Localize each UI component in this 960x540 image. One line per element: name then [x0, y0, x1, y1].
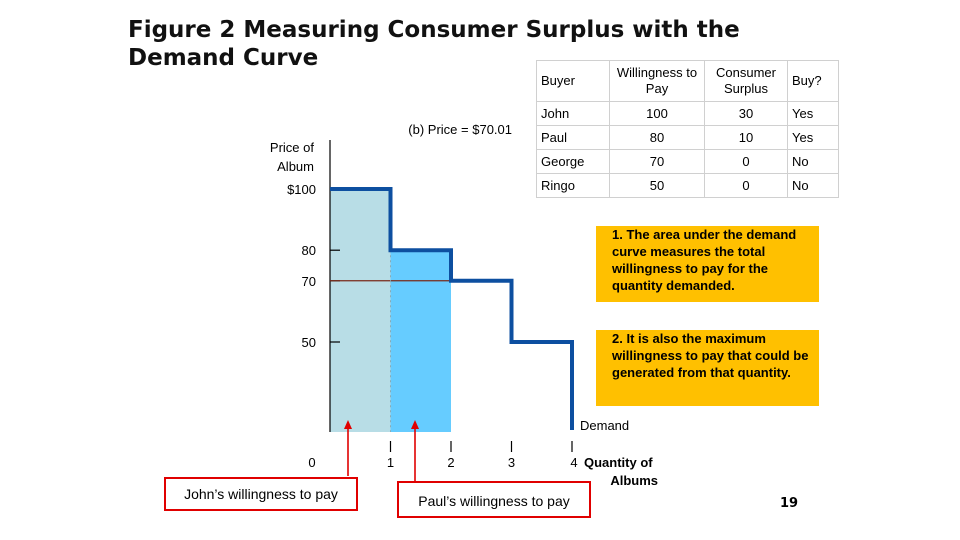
panel-label: (b) Price = $70.01 [408, 122, 512, 137]
cell-surplus: 30 [704, 101, 788, 126]
x-tick-label: 3 [508, 455, 515, 470]
cell-surplus: 0 [704, 173, 788, 198]
cell-buyer: George [536, 149, 610, 174]
cell-buyer: Ringo [536, 173, 610, 198]
x-tick-label: 4 [570, 455, 577, 470]
y-tick-label: $100 [287, 182, 316, 197]
y-tick-label: 50 [302, 335, 316, 350]
cell-buyer: Paul [536, 125, 610, 150]
x-axis-label: Albums [610, 473, 658, 488]
header-buyer: Buyer [536, 60, 610, 102]
shaded-area-1 [390, 250, 451, 432]
shaded-area-0 [330, 189, 391, 432]
x-tick-label: 0 [308, 455, 315, 470]
table-row: John 100 30 Yes [536, 101, 839, 126]
cell-willingness: 70 [609, 149, 705, 174]
cell-buy: No [787, 149, 839, 174]
y-axis-label: Album [277, 159, 314, 174]
cell-willingness: 100 [609, 101, 705, 126]
cell-buy: Yes [787, 125, 839, 150]
title-line-1: Figure 2 Measuring Consumer Surplus with… [128, 17, 740, 43]
x-tick-label: 2 [447, 455, 454, 470]
header-buy: Buy? [787, 60, 839, 102]
cell-surplus: 0 [704, 149, 788, 174]
note-max-willingness: 2. It is also the maximum willingness to… [596, 330, 819, 406]
cell-buy: No [787, 173, 839, 198]
note-area-under-demand: 1. The area under the demand curve measu… [596, 226, 819, 302]
page-number: 19 [780, 496, 799, 511]
cell-surplus: 10 [704, 125, 788, 150]
header-willingness: Willingness to Pay [609, 60, 705, 102]
x-axis-label: Quantity of [584, 455, 653, 470]
y-tick-label: 70 [302, 274, 316, 289]
title-line-2: Demand Curve [128, 45, 319, 71]
table-header-row: Buyer Willingness to Pay Consumer Surplu… [536, 60, 839, 102]
red-arrow-head-1 [411, 420, 419, 429]
callout-john-willingness: John’s willingness to pay [164, 477, 358, 511]
table-row: Paul 80 10 Yes [536, 125, 839, 150]
y-tick-label: 80 [302, 243, 316, 258]
cell-willingness: 50 [609, 173, 705, 198]
demand-label: Demand [580, 418, 629, 433]
slide-title: Figure 2 Measuring Consumer Surplus with… [128, 16, 740, 72]
callout-paul-willingness: Paul’s willingness to pay [397, 481, 591, 518]
cell-buy: Yes [787, 101, 839, 126]
table-row: George 70 0 No [536, 149, 839, 174]
table-row: Ringo 50 0 No [536, 173, 839, 198]
buyer-table: Buyer Willingness to Pay Consumer Surplu… [536, 60, 839, 198]
red-arrow-head-0 [344, 420, 352, 429]
header-consumer-surplus: Consumer Surplus [704, 60, 788, 102]
x-tick-label: 1 [387, 455, 394, 470]
y-axis-label: Price of [270, 140, 314, 155]
demand-curve [330, 187, 574, 430]
cell-buyer: John [536, 101, 610, 126]
cell-willingness: 80 [609, 125, 705, 150]
